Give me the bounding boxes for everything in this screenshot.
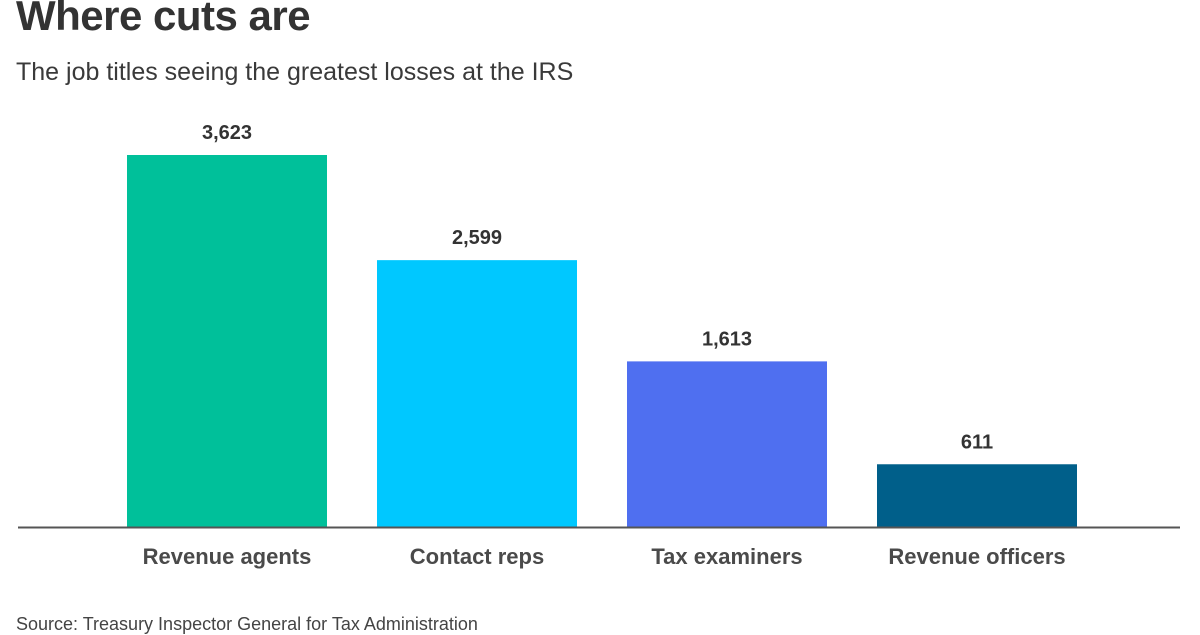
value-label-revenue-officers: 611 [961,431,993,453]
category-label-contact-reps: Contact reps [410,544,544,569]
bar-revenue-agents [127,155,327,527]
category-label-tax-examiners: Tax examiners [651,544,802,569]
bar-tax-examiners [627,361,827,527]
value-label-tax-examiners: 1,613 [702,328,752,350]
source-note: Source: Treasury Inspector General for T… [16,614,478,634]
bar-contact-reps [377,260,577,527]
chart-title: Where cuts are [16,0,311,39]
value-label-contact-reps: 2,599 [452,227,502,249]
value-label-revenue-agents: 3,623 [202,122,252,144]
bar-chart: 3,623 Revenue agents 2,599 Contact reps 1,61… [18,122,1180,569]
category-label-revenue-officers: Revenue officers [888,544,1065,569]
bar-revenue-officers [877,464,1077,527]
chart-subtitle: The job titles seeing the greatest losse… [16,58,574,86]
category-label-revenue-agents: Revenue agents [143,544,312,569]
